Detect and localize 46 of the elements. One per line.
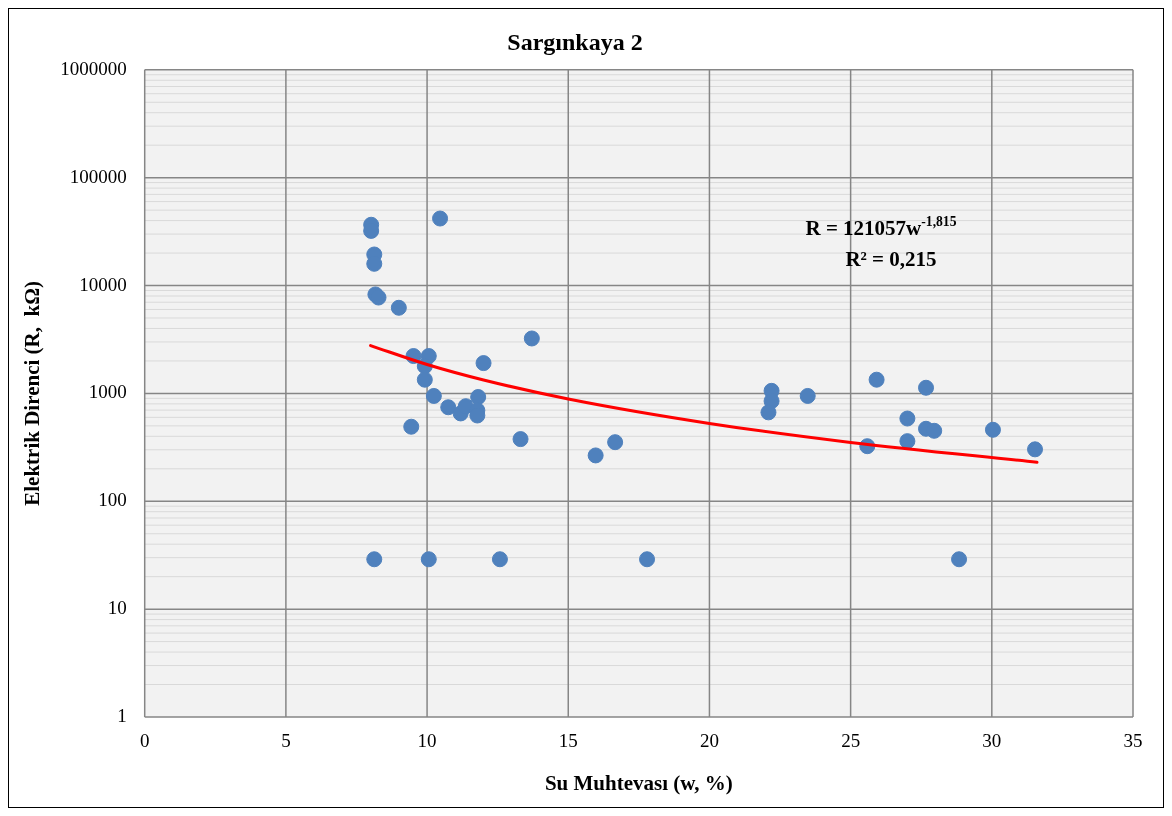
- x-tick-label: 35: [1123, 730, 1143, 752]
- y-tick-label: 1: [117, 704, 127, 726]
- annotation: R² = 0,215: [845, 247, 937, 272]
- point: [951, 551, 968, 568]
- x-axis-title: Su Muhtevası (w, %): [544, 770, 733, 795]
- x-tick-label: 25: [841, 730, 861, 752]
- point: [607, 434, 624, 451]
- point: [523, 330, 540, 347]
- point: [491, 551, 508, 568]
- y-tick-label: 100000: [69, 165, 127, 187]
- point: [868, 371, 885, 388]
- point: [512, 431, 529, 448]
- point: [639, 551, 656, 568]
- y-axis-title: Elektrik Direnci (R, kΩ): [20, 281, 45, 506]
- point: [984, 421, 1001, 438]
- point: [1027, 441, 1044, 458]
- x-tick-label: 0: [139, 730, 150, 752]
- x-tick-label: 10: [417, 730, 437, 752]
- y-tick-label: 1000: [88, 381, 127, 403]
- point: [926, 422, 943, 439]
- y-tick-label: 10000: [79, 273, 127, 295]
- point: [366, 551, 383, 568]
- x-tick-label: 30: [982, 730, 1002, 752]
- point: [403, 418, 420, 435]
- point: [425, 387, 442, 404]
- point: [432, 210, 449, 227]
- point: [760, 404, 777, 421]
- point: [420, 551, 437, 568]
- x-tick-label: 5: [281, 730, 291, 752]
- x-tick-label: 15: [558, 730, 578, 752]
- y-tick-label: 100: [98, 489, 127, 511]
- point: [475, 355, 492, 372]
- point: [390, 299, 407, 316]
- point: [799, 387, 816, 404]
- point: [470, 389, 487, 405]
- point: [918, 379, 935, 396]
- y-tick-label: 1000000: [60, 57, 127, 79]
- point: [587, 447, 604, 464]
- point: [899, 433, 916, 450]
- point: [416, 371, 433, 388]
- point: [899, 410, 916, 427]
- chart-title: Sargınkaya 2: [507, 28, 643, 55]
- point: [440, 399, 457, 416]
- y-tick-label: 10: [107, 597, 127, 619]
- x-tick-label: 20: [699, 730, 719, 752]
- line-series: [369, 344, 1039, 464]
